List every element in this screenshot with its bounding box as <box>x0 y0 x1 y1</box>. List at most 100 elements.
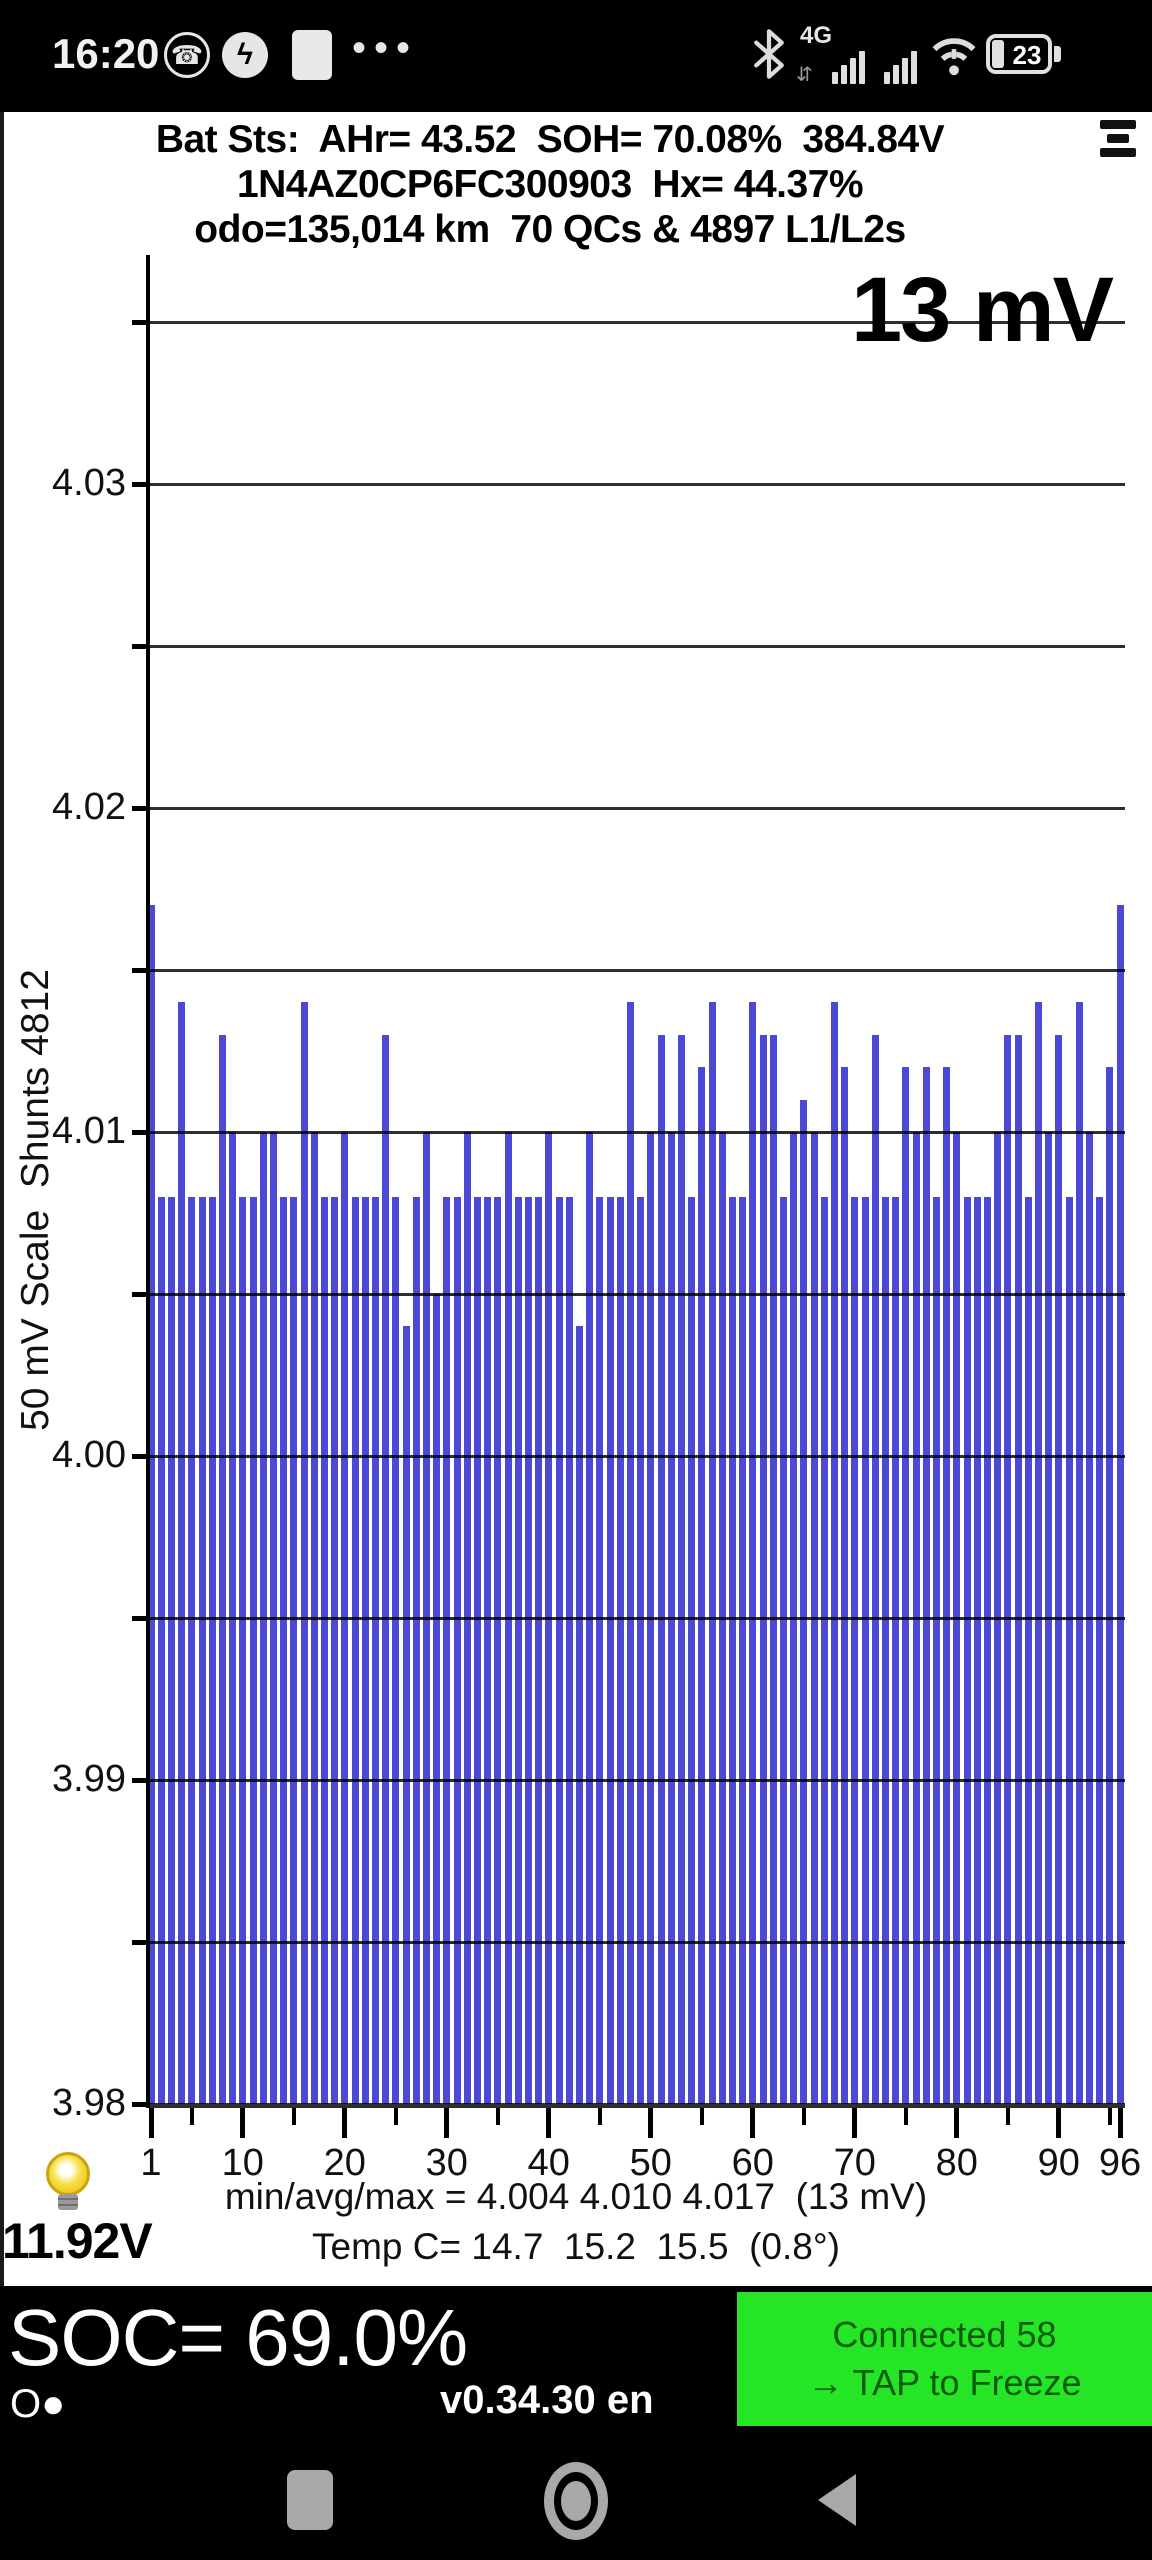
gridline <box>148 1131 1125 1134</box>
cell-bar <box>626 1002 634 2104</box>
more-notifications-icon: ••• <box>352 26 419 70</box>
y-axis-tick <box>132 644 150 649</box>
tap-to-freeze-hint: → TAP to Freeze <box>807 2362 1082 2403</box>
cell-bar <box>800 1099 808 2104</box>
y-tick-label: 3.98 <box>52 2082 126 2124</box>
nav-recents-button[interactable] <box>287 2470 333 2530</box>
header-line3: odo=135,014 km 70 QCs & 4897 L1/L2s <box>194 208 906 251</box>
cell-bar <box>453 1196 461 2104</box>
cell-bar <box>739 1196 747 2104</box>
menu-hamburger-icon[interactable] <box>1100 120 1140 160</box>
battery-icon: 23 <box>986 34 1052 74</box>
y-tick-label: 4.02 <box>52 786 126 828</box>
gridline <box>148 645 1125 648</box>
cell-bar <box>208 1196 216 2104</box>
y-axis-tick <box>132 1130 150 1135</box>
cell-bar <box>892 1196 900 2104</box>
cell-bar <box>871 1034 879 2104</box>
cell-bar <box>657 1034 665 2104</box>
x-axis-tick-major <box>954 2108 960 2138</box>
cell-bar <box>167 1196 175 2104</box>
x-axis-tick-major <box>342 2108 348 2138</box>
cell-bar <box>575 1326 583 2104</box>
gridline <box>148 2103 1125 2108</box>
x-axis-tick-minor <box>495 2108 500 2125</box>
y-axis-tick <box>132 968 150 973</box>
battery-percent: 23 <box>1012 40 1042 70</box>
cell-bar <box>198 1196 206 2104</box>
cell-bar <box>596 1196 604 2104</box>
data-arrows-icon: ⇵ <box>796 64 813 86</box>
notification-square-icon <box>292 30 332 80</box>
x-axis-tick-major <box>1056 2108 1062 2138</box>
x-axis-tick-minor <box>291 2108 296 2125</box>
y-axis-tick <box>132 1454 150 1459</box>
x-axis-tick-major <box>444 2108 450 2138</box>
x-axis-tick-minor <box>801 2108 806 2125</box>
y-tick-label: 4.03 <box>52 462 126 504</box>
cell-bar <box>902 1067 910 2104</box>
cell-bar <box>769 1034 777 2104</box>
cell-bar <box>708 1002 716 2104</box>
cell-voltage-chart[interactable]: 4.03 4.02 4.01 4.00 3.99 3.98 1 10 20 30 40 50 60 70 8… <box>0 250 1152 2184</box>
x-axis-tick-minor <box>1005 2108 1010 2125</box>
gridline <box>148 321 1125 324</box>
cell-bar <box>677 1034 685 2104</box>
cell-bar <box>178 1002 186 2104</box>
min-avg-max-line: min/avg/max = 4.004 4.010 4.017 (13 mV) <box>224 2176 928 2217</box>
cell-bar <box>412 1196 420 2104</box>
phone-glyph: ☎ <box>170 39 204 70</box>
spread-annotation: 13 mV <box>850 259 1114 361</box>
y-axis-tick <box>132 1778 150 1783</box>
x-axis-tick-minor <box>903 2108 908 2125</box>
cell-bar <box>943 1067 951 2104</box>
cell-bar <box>249 1196 257 2104</box>
x-axis-tick-major <box>1117 2108 1123 2138</box>
cell-bar <box>555 1196 563 2104</box>
gridline <box>148 1455 1125 1458</box>
cell-bar <box>331 1196 339 2104</box>
cell-bar <box>443 1196 451 2104</box>
x-axis-tick-minor <box>597 2108 602 2125</box>
x-axis-tick-minor <box>393 2108 398 2125</box>
cell-bar <box>484 1196 492 2104</box>
cell-bar <box>698 1067 706 2104</box>
cell-bar <box>1065 1196 1073 2104</box>
cell-bar <box>371 1196 379 2104</box>
signal-bars-sim2-icon <box>884 51 917 84</box>
x-axis-tick-major <box>648 2108 654 2138</box>
x-tick-label: 60 <box>731 2142 774 2184</box>
y-tick-label: 3.99 <box>52 1758 126 1800</box>
y-axis-tick <box>132 2102 150 2107</box>
cell-bar <box>514 1196 522 2104</box>
cell-bar <box>524 1196 532 2104</box>
y-axis-line <box>146 255 150 2108</box>
cell-bar <box>1106 1067 1114 2104</box>
cell-bar <box>881 1196 889 2104</box>
cell-bar <box>1096 1196 1104 2104</box>
header-line2: 1N4AZ0CP6FC300903 Hx= 44.37% <box>236 163 864 206</box>
cell-bar <box>361 1196 369 2104</box>
x-axis-tick-minor <box>699 2108 704 2125</box>
cell-bar <box>300 1002 308 2104</box>
bluetooth-icon <box>754 29 784 79</box>
x-axis-tick-minor <box>1107 2108 1112 2125</box>
x-axis-tick-major <box>240 2108 246 2138</box>
cell-bar <box>922 1067 930 2104</box>
viber-icon: ☎ <box>164 32 210 78</box>
cell-bar <box>1024 1196 1032 2104</box>
cell-bar <box>851 1196 859 2104</box>
cell-bar <box>1116 905 1124 2104</box>
x-axis-tick-major <box>148 2108 154 2138</box>
cell-bar <box>606 1196 614 2104</box>
connected-freeze-button[interactable]: Connected 58 → TAP to Freeze <box>737 2292 1152 2426</box>
lightbulb-icon[interactable] <box>44 2152 92 2216</box>
cell-bar <box>841 1067 849 2104</box>
cell-bar <box>973 1196 981 2104</box>
nav-back-button[interactable] <box>818 2474 856 2526</box>
cell-bar <box>433 1294 441 2104</box>
cell-bar <box>565 1196 573 2104</box>
app-version: v0.34.30 en <box>440 2378 654 2422</box>
nav-home-button[interactable] <box>544 2462 608 2540</box>
